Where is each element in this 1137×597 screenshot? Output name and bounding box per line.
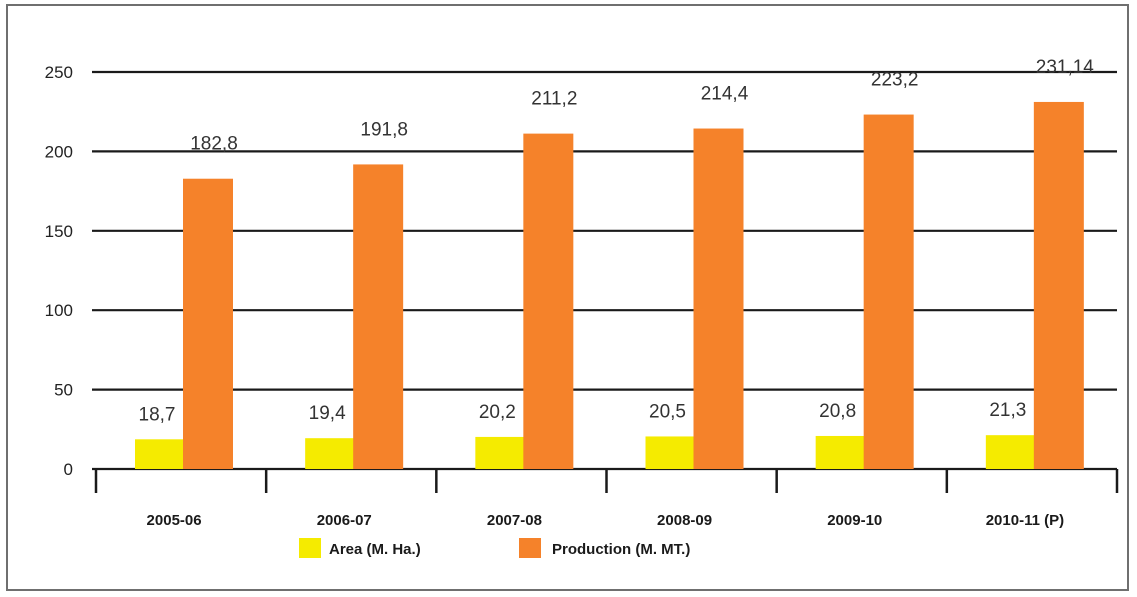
y-tick-label: 0 bbox=[64, 460, 73, 479]
y-axis-ticks: 0 50 100 150 200 250 bbox=[45, 63, 73, 479]
data-label-area: 20,2 bbox=[479, 402, 516, 423]
bar-area bbox=[475, 436, 526, 469]
bar-production bbox=[353, 164, 404, 469]
data-label-production: 231,14 bbox=[1036, 57, 1095, 78]
bar-area bbox=[305, 438, 356, 469]
y-tick-label: 200 bbox=[45, 142, 73, 161]
gridlines bbox=[92, 70, 1117, 471]
bar-area bbox=[815, 435, 866, 469]
bar-production bbox=[523, 133, 574, 470]
data-label-production: 182,8 bbox=[190, 134, 238, 155]
x-tick-label: 2006-07 bbox=[317, 512, 372, 529]
legend-label-production: Production (M. MT.) bbox=[552, 541, 690, 558]
x-axis: 2005-06 2006-07 2007-08 2008-09 2009-10 2010-… bbox=[94, 469, 1119, 529]
data-label-production: 214,4 bbox=[701, 84, 749, 105]
bar-area bbox=[135, 439, 185, 469]
data-label-area: 20,5 bbox=[649, 401, 686, 422]
data-label-area: 18,7 bbox=[139, 404, 176, 425]
legend-swatch-area bbox=[299, 538, 321, 558]
x-tick-label: 2010-11 (P) bbox=[986, 512, 1064, 529]
x-tick-label: 2009-10 bbox=[827, 512, 882, 529]
data-label-area: 20,8 bbox=[819, 401, 856, 422]
bar-production bbox=[1033, 101, 1084, 469]
x-tick-label: 2008-09 bbox=[657, 512, 712, 529]
bar-area bbox=[985, 435, 1036, 469]
legend-label-area: Area (M. Ha.) bbox=[329, 541, 421, 558]
y-tick-label: 250 bbox=[45, 63, 73, 82]
bars bbox=[135, 101, 1084, 470]
data-labels: 18,7 182,8 19,4 191,8 20,2 211,2 20,5 214,4 20,8… bbox=[139, 57, 1095, 425]
y-tick-label: 100 bbox=[45, 301, 73, 320]
data-label-area: 21,3 bbox=[989, 400, 1026, 421]
bar-production bbox=[863, 114, 914, 469]
bar-production bbox=[183, 178, 233, 469]
data-label-production: 211,2 bbox=[531, 89, 577, 110]
data-label-production: 191,8 bbox=[360, 119, 408, 140]
bar-production bbox=[693, 128, 744, 469]
legend-swatch-production bbox=[519, 538, 541, 558]
legend: Area (M. Ha.) Production (M. MT.) bbox=[299, 538, 690, 558]
data-label-production: 223,2 bbox=[871, 70, 919, 91]
x-tick-label: 2007-08 bbox=[487, 512, 542, 529]
data-label-area: 19,4 bbox=[309, 403, 346, 424]
y-tick-label: 50 bbox=[54, 381, 73, 400]
x-tick-label: 2005-06 bbox=[147, 512, 202, 529]
bar-area bbox=[645, 436, 696, 469]
y-tick-label: 150 bbox=[45, 222, 73, 241]
